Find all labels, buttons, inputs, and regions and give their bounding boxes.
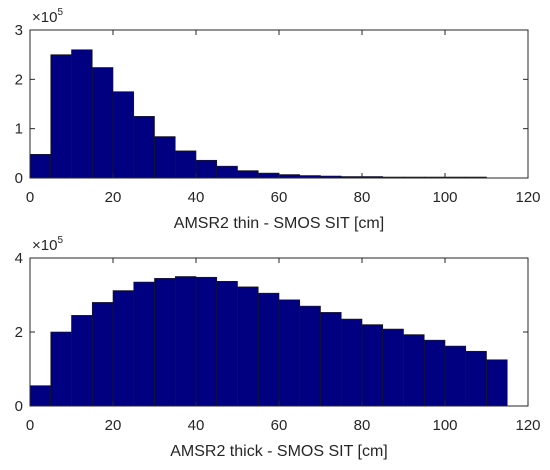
- y-exponent-label: ×105: [32, 235, 63, 254]
- histogram-bar: [154, 136, 176, 179]
- y-exponent-power: 5: [57, 235, 63, 246]
- histogram-bar: [195, 276, 218, 407]
- histogram-bar: [174, 276, 197, 407]
- x-tick-label: 20: [105, 189, 122, 206]
- y-tick-label: 4: [15, 250, 23, 267]
- histogram-bar: [112, 91, 135, 179]
- histogram-bar: [465, 350, 487, 407]
- y-tick-label: 0: [15, 398, 23, 415]
- x-tick-label: 0: [26, 417, 34, 434]
- histogram-bar: [133, 281, 155, 407]
- histogram-bar: [50, 54, 72, 179]
- y-exponent-base: ×10: [32, 9, 57, 26]
- y-tick-label: 2: [15, 71, 23, 88]
- histogram-bar: [278, 174, 301, 179]
- histogram-bar: [423, 339, 446, 407]
- histogram-bar: [91, 302, 114, 407]
- histogram-bar: [91, 67, 114, 179]
- histogram-bar: [444, 345, 467, 407]
- histogram-bar: [361, 324, 384, 407]
- x-tick-label: 20: [105, 417, 122, 434]
- x-tick-label: 100: [432, 417, 457, 434]
- y-exponent-power: 5: [57, 7, 63, 18]
- histogram-bar: [133, 116, 155, 179]
- histogram-bar: [174, 150, 197, 179]
- x-axis-label: AMSR2 thick - SMOS SIT [cm]: [170, 443, 388, 460]
- histogram-bar: [257, 292, 280, 407]
- histogram-bar: [486, 359, 508, 407]
- histogram-panel-thin: 0 20 40 60 80 100 120 0 1 2 3 ×105 AMSR2 thin - SMOS…: [15, 7, 541, 232]
- x-tick-label: 80: [354, 417, 371, 434]
- y-exponent-label: ×105: [32, 7, 63, 26]
- histogram-bar: [50, 331, 72, 407]
- histogram-bar: [278, 299, 301, 407]
- histogram-bar: [403, 334, 425, 407]
- histogram-bar: [29, 385, 52, 407]
- histogram-bar: [71, 315, 93, 407]
- histogram-bar: [216, 281, 238, 407]
- y-tick-label: 1: [15, 121, 23, 138]
- histogram-bar: [29, 154, 52, 179]
- x-tick-label: 80: [354, 189, 371, 206]
- histogram-bar: [320, 312, 342, 407]
- histogram-bar: [216, 165, 238, 179]
- histogram-bar: [71, 49, 93, 179]
- x-tick-label: 0: [26, 189, 34, 206]
- histogram-bar: [257, 172, 280, 179]
- x-tick-label: 60: [271, 189, 288, 206]
- histogram-bar: [237, 286, 259, 407]
- histogram-bar: [382, 328, 404, 407]
- histogram-bar: [112, 290, 135, 407]
- y-exponent-base: ×10: [32, 237, 57, 254]
- x-axis-label: AMSR2 thin - SMOS SIT [cm]: [174, 215, 384, 232]
- y-tick-label: 0: [15, 170, 23, 187]
- histogram-bar: [237, 170, 259, 179]
- histogram-bar: [154, 278, 176, 407]
- x-tick-label: 100: [432, 189, 457, 206]
- x-tick-label: 40: [188, 417, 205, 434]
- histogram-panel-thick: 0 20 40 60 80 100 120 0 2 4 ×105 AMSR2 thick - SMOS…: [15, 235, 541, 460]
- x-tick-label: 60: [271, 417, 288, 434]
- x-tick-label: 120: [515, 417, 540, 434]
- histogram-bar: [299, 305, 321, 407]
- x-tick-label: 40: [188, 189, 205, 206]
- y-tick-label: 2: [15, 324, 23, 341]
- x-tick-label: 120: [515, 189, 540, 206]
- y-tick-label: 3: [15, 22, 23, 39]
- histogram-bar: [195, 159, 218, 179]
- histogram-bar: [340, 318, 363, 407]
